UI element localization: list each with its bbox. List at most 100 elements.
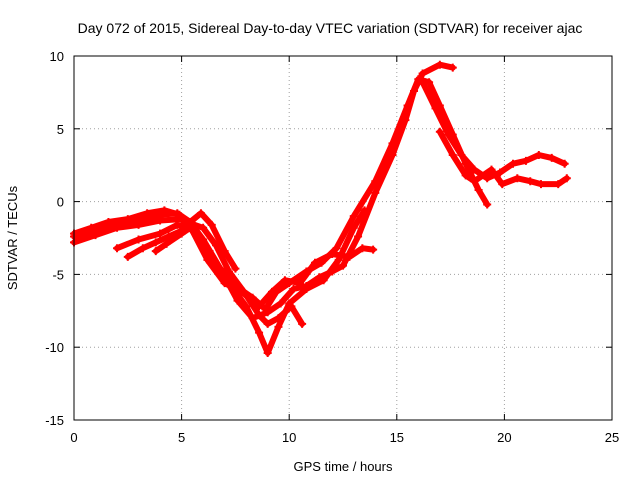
- data-point: [369, 245, 378, 254]
- series-line: [71, 76, 491, 313]
- data-point: [280, 276, 289, 285]
- data-point: [231, 264, 240, 273]
- data-point: [151, 238, 160, 247]
- data-point: [349, 212, 358, 221]
- data-point: [156, 229, 165, 238]
- data-point: [371, 188, 380, 197]
- data-point: [332, 244, 341, 253]
- y-tick-label: -10: [45, 340, 64, 355]
- data-point: [410, 86, 419, 95]
- data-point: [526, 177, 535, 186]
- data-point: [134, 235, 143, 244]
- series-line: [419, 79, 568, 182]
- data-point: [354, 232, 363, 241]
- chart-title: Day 072 of 2015, Sidereal Day-to-day VTE…: [78, 20, 583, 36]
- data-point: [173, 220, 182, 229]
- data-point: [160, 206, 169, 215]
- data-point: [534, 151, 543, 160]
- data-point: [521, 156, 530, 165]
- data-point: [104, 217, 113, 226]
- data-point: [509, 159, 518, 168]
- data-point: [274, 322, 283, 331]
- data-point: [162, 239, 171, 248]
- data-point: [483, 200, 492, 209]
- x-tick-label: 5: [178, 430, 185, 445]
- data-point: [177, 229, 186, 238]
- data-point: [418, 69, 427, 78]
- data-point: [554, 180, 563, 189]
- data-point: [199, 241, 208, 250]
- data-point: [302, 282, 311, 291]
- data-point: [123, 215, 132, 224]
- plot-frame: [73, 55, 613, 421]
- data-point: [536, 180, 545, 189]
- y-tick-label: 10: [50, 49, 64, 64]
- data-point: [289, 284, 298, 293]
- data-point: [315, 273, 324, 282]
- data-point: [233, 296, 242, 305]
- data-point: [513, 174, 522, 183]
- data-point: [547, 153, 556, 162]
- series-trace-8: [435, 127, 571, 189]
- x-tick-label: 15: [390, 430, 404, 445]
- data-point: [470, 177, 479, 186]
- data-point: [91, 231, 100, 240]
- data-point: [123, 252, 132, 261]
- data-point: [435, 60, 444, 69]
- x-tick-label: 25: [605, 430, 619, 445]
- data-point: [134, 220, 143, 229]
- data-point: [143, 209, 152, 218]
- y-tick-label: 5: [57, 122, 64, 137]
- series-trace-1: [70, 75, 492, 314]
- data-point: [207, 220, 216, 229]
- data-point: [349, 223, 358, 232]
- data-point: [87, 223, 96, 232]
- data-point: [255, 311, 264, 320]
- data-point: [560, 159, 569, 168]
- data-point: [358, 244, 367, 253]
- data-point: [156, 216, 165, 225]
- series-line: [124, 210, 239, 272]
- x-tick-label: 10: [282, 430, 296, 445]
- data-point: [487, 165, 496, 174]
- data-point: [470, 165, 479, 174]
- data-point: [287, 302, 296, 311]
- data-point: [263, 349, 272, 358]
- y-tick-label: -15: [45, 413, 64, 428]
- data-point: [138, 244, 147, 253]
- data-point: [196, 209, 205, 218]
- data-point: [216, 264, 225, 273]
- data-point: [418, 78, 427, 87]
- data-point: [190, 220, 199, 229]
- data-point: [448, 151, 457, 160]
- data-point: [263, 319, 272, 328]
- data-point: [461, 171, 470, 180]
- data-point: [457, 151, 466, 160]
- gridlines: [74, 56, 612, 420]
- axis-ticks: 0 5 10 15 20 25 -15 -10 -5 0 5 10: [45, 49, 619, 445]
- data-point: [448, 63, 457, 72]
- y-axis-label: SDTVAR / TECUs: [5, 185, 20, 290]
- data-point: [113, 223, 122, 232]
- data-point: [401, 116, 410, 125]
- data-point: [339, 261, 347, 270]
- data-point: [498, 180, 507, 189]
- data-point: [240, 287, 249, 296]
- series-trace-6: [151, 220, 307, 328]
- data-point: [496, 168, 505, 177]
- data-point: [311, 258, 320, 267]
- data-point: [248, 314, 257, 323]
- data-point: [203, 255, 212, 264]
- data-point: [276, 299, 285, 308]
- x-tick-label: 0: [70, 430, 77, 445]
- data-point: [255, 328, 264, 337]
- data-point: [388, 151, 397, 160]
- data-point: [328, 267, 337, 276]
- y-tick-label: 0: [57, 195, 64, 210]
- data-point: [562, 174, 571, 183]
- data-point: [224, 267, 233, 276]
- data-point: [113, 244, 122, 253]
- x-tick-label: 20: [497, 430, 511, 445]
- data-point: [298, 319, 307, 328]
